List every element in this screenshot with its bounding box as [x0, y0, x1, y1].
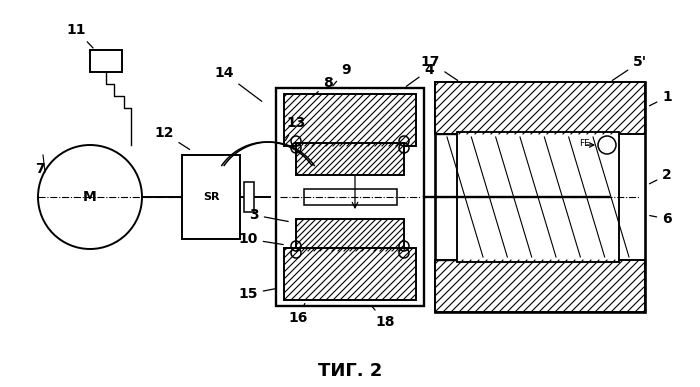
Text: 6: 6: [650, 212, 672, 226]
Bar: [296, 143, 404, 175]
Bar: [244, 182, 254, 212]
Bar: [90, 50, 122, 72]
Text: 14: 14: [214, 66, 262, 101]
Text: 7: 7: [35, 162, 45, 176]
Text: 15: 15: [238, 287, 276, 301]
Text: 4: 4: [406, 63, 434, 86]
Text: 3: 3: [249, 208, 288, 222]
Bar: [304, 189, 397, 205]
Bar: [435, 260, 645, 312]
Text: 9: 9: [332, 63, 351, 86]
Text: 13: 13: [286, 116, 306, 140]
Text: SR: SR: [203, 192, 219, 202]
Text: ΤИГ. 2: ΤИГ. 2: [318, 362, 382, 380]
Text: M: M: [83, 190, 97, 204]
Bar: [296, 219, 404, 251]
Text: 18: 18: [372, 306, 395, 329]
Text: 11: 11: [66, 23, 93, 48]
Text: 10: 10: [238, 232, 284, 246]
Text: 2: 2: [650, 168, 672, 184]
Text: 17: 17: [420, 55, 458, 80]
Bar: [284, 248, 416, 300]
Text: 12: 12: [154, 126, 190, 149]
Text: 16: 16: [288, 303, 308, 325]
Text: FE: FE: [580, 139, 590, 147]
Text: 5': 5': [612, 55, 647, 80]
Bar: [284, 94, 416, 146]
Text: 1: 1: [650, 90, 672, 106]
Bar: [457, 132, 619, 262]
Bar: [435, 82, 645, 312]
Bar: [182, 155, 240, 239]
Bar: [435, 82, 645, 134]
Bar: [276, 88, 424, 306]
Text: 8: 8: [313, 76, 333, 96]
Bar: [457, 132, 619, 262]
